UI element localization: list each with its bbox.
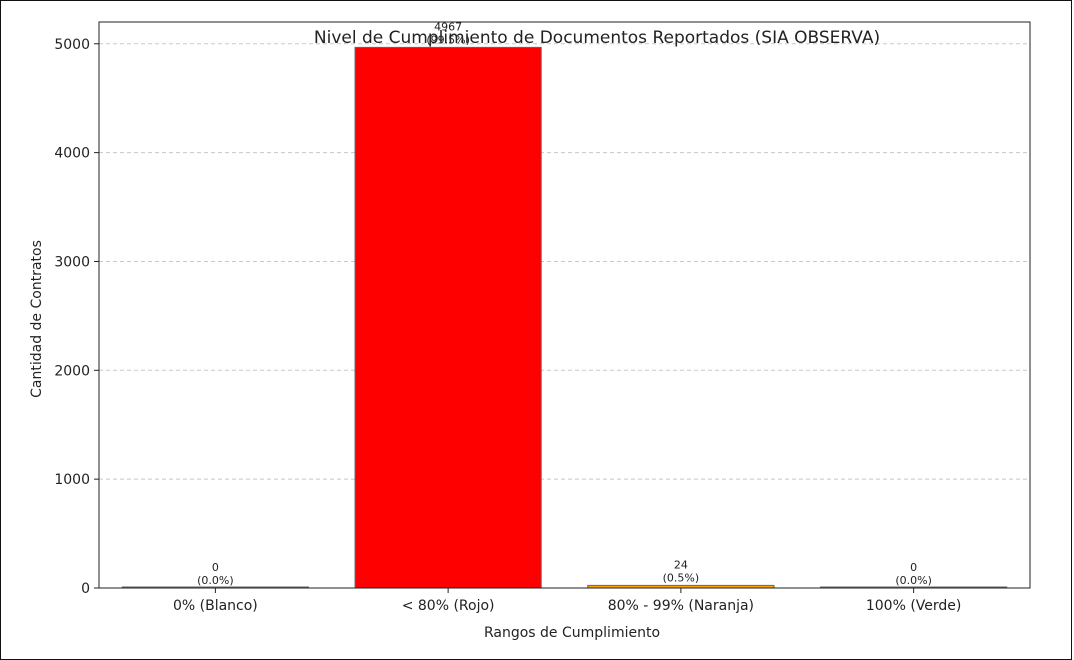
data-label-value: 4967 <box>434 20 462 33</box>
data-labels: 0(0.0%)4967(99.5%)24(0.5%)0(0.0%) <box>197 20 932 587</box>
plot-border <box>98 21 1031 589</box>
axes <box>98 21 1031 589</box>
y-tick-label: 0 <box>81 581 90 597</box>
data-label-value: 0 <box>212 561 219 574</box>
data-label-value: 24 <box>674 558 688 571</box>
y-tick-label: 2000 <box>54 363 90 379</box>
y-axis-label: Cantidad de Contratos <box>29 240 45 398</box>
data-label-percent: (0.0%) <box>895 574 932 587</box>
y-tick-label: 1000 <box>54 472 90 488</box>
chart-title: Nivel de Cumplimiento de Documentos Repo… <box>314 28 880 48</box>
data-label-percent: (0.0%) <box>197 574 234 587</box>
data-label-percent: (0.5%) <box>663 571 700 584</box>
x-tick-labels: 0% (Blanco) < 80% (Rojo) 80% - 99% (Naranj… <box>173 588 961 614</box>
y-tick-label: 5000 <box>54 37 90 53</box>
x-tick-label: < 80% (Rojo) <box>402 598 495 614</box>
data-label-value: 0 <box>910 561 917 574</box>
x-tick-label: 100% (Verde) <box>866 598 962 614</box>
y-tick-label: 4000 <box>54 146 90 162</box>
y-tick-label: 3000 <box>54 254 90 270</box>
x-tick-label: 80% - 99% (Naranja) <box>608 598 754 614</box>
grid-lines <box>99 43 1030 589</box>
data-label-percent: (99.5%) <box>426 33 470 46</box>
x-tick-label: 0% (Blanco) <box>173 598 258 614</box>
x-axis-label: Rangos de Cumplimiento <box>484 625 660 641</box>
y-tick-labels: 0 1000 2000 3000 4000 5000 <box>54 37 99 597</box>
bars <box>121 46 1008 589</box>
bar <box>354 46 542 589</box>
